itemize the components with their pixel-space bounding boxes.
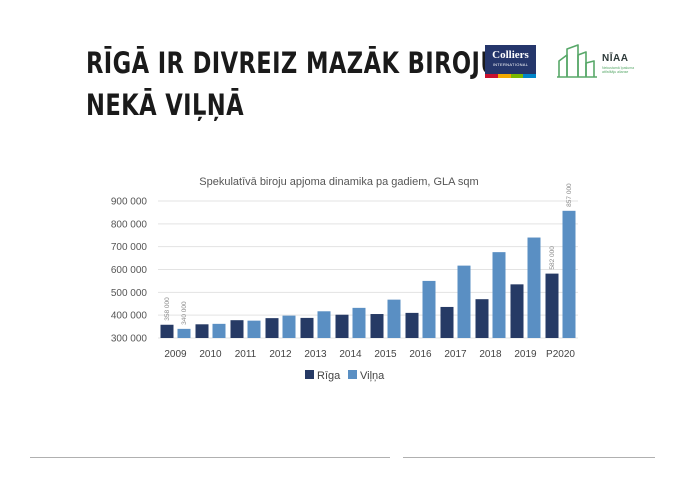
niaa-logo-text: NĪAA [602, 53, 629, 64]
x-tick-label: 2012 [269, 349, 292, 360]
bar-vilnius [492, 252, 506, 338]
y-tick-label: 900 000 [111, 197, 148, 208]
slide-title-line-1: RĪGĀ IR DIVREIZ MAZĀK BIROJU, [86, 46, 509, 80]
niaa-buildings-icon [557, 44, 597, 78]
niaa-logo: NĪAA Nekustamā īpašuma attīstītāju alian… [556, 43, 641, 79]
bar-riga [230, 320, 244, 338]
x-tick-label: 2017 [444, 349, 467, 360]
data-label: 358 000 [164, 297, 171, 321]
bar-vilnius [562, 210, 576, 338]
bar-riga [440, 306, 454, 338]
bar-riga [335, 314, 349, 338]
legend-label: Viļņa [360, 370, 385, 382]
bar-riga [510, 284, 524, 338]
bar-vilnius [282, 315, 296, 338]
colliers-logo: Colliers INTERNATIONAL [485, 45, 536, 78]
footer-divider-right [403, 457, 655, 458]
y-tick-label: 800 000 [111, 219, 148, 230]
colliers-logo-stripe [485, 74, 536, 78]
bar-vilnius [177, 328, 191, 338]
bar-riga [475, 299, 489, 338]
slide-title-line-2: NEKĀ VIĻŅĀ [86, 88, 244, 122]
bar-vilnius [387, 299, 401, 338]
data-label: 340 000 [181, 301, 188, 325]
x-tick-label: 2019 [514, 349, 537, 360]
x-tick-label: 2018 [479, 349, 502, 360]
x-tick-label: 2013 [304, 349, 327, 360]
x-tick-label: 2010 [199, 349, 222, 360]
bar-vilnius [352, 307, 366, 338]
x-tick-label: 2009 [164, 349, 187, 360]
legend-swatch [305, 370, 314, 379]
colliers-logo-subtext: INTERNATIONAL [492, 62, 529, 67]
footer-divider-left [30, 457, 390, 458]
data-label: 582 000 [549, 246, 556, 270]
colliers-logo-text: Colliers [492, 49, 529, 61]
x-tick-label: 2016 [409, 349, 432, 360]
bar-riga [300, 317, 314, 338]
bar-vilnius [212, 323, 226, 338]
x-tick-label: P2020 [546, 349, 575, 360]
bar-vilnius [247, 320, 261, 338]
x-tick-label: 2011 [235, 349, 257, 360]
bar-vilnius [457, 265, 471, 338]
y-tick-label: 700 000 [111, 242, 148, 253]
y-tick-label: 400 000 [111, 311, 148, 322]
bar-riga [545, 273, 559, 338]
bar-riga [160, 324, 174, 338]
bar-vilnius [317, 311, 331, 338]
bar-riga [405, 312, 419, 338]
legend-swatch [348, 370, 357, 379]
bar-riga [265, 318, 279, 338]
bar-vilnius [422, 280, 436, 338]
slide-title: RĪGĀ IR DIVREIZ MAZĀK BIROJU, NEKĀ VIĻŅĀ [86, 42, 508, 126]
legend-label: Rīga [317, 370, 341, 382]
x-tick-label: 2014 [339, 349, 362, 360]
data-label: 857 000 [566, 183, 573, 207]
y-tick-label: 500 000 [111, 288, 148, 299]
chart-title: Spekulatīvā biroju apjoma dinamika pa ga… [199, 176, 478, 188]
bar-vilnius [527, 237, 541, 338]
bar-riga [195, 324, 209, 338]
x-tick-label: 2015 [374, 349, 397, 360]
y-tick-label: 300 000 [111, 334, 148, 345]
y-tick-label: 600 000 [111, 265, 148, 276]
bar-riga [370, 314, 384, 338]
niaa-logo-subtext: Nekustamā īpašuma attīstītāju alianse [602, 66, 635, 74]
